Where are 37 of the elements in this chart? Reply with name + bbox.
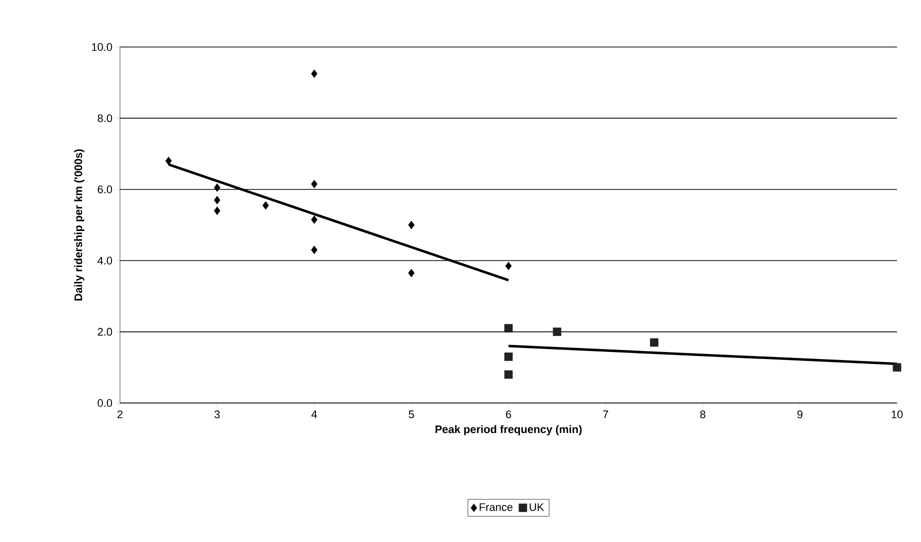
y-tick-label: 6.0 [98,186,112,194]
point [311,180,318,188]
x-tick-label: 4 [311,410,317,418]
point [408,220,415,230]
x-tick-label: 8 [700,410,706,418]
point [262,201,269,210]
point [214,183,220,192]
x-tick-label: 10 [892,410,903,418]
point [505,262,512,270]
x-tick-label: 9 [797,410,802,418]
point [552,328,562,336]
point [504,370,513,379]
y-tick-label: 10.0 [92,43,112,51]
point [214,196,220,204]
y-axis-title: Daily ridership per km ('000s) [74,149,84,300]
y-tick-label: 0.0 [98,399,112,407]
legend-label: UK [530,503,544,511]
point [311,246,318,254]
point [165,156,172,166]
point [311,215,318,224]
x-tick-label: 3 [214,410,220,418]
x-tick-label: 2 [118,410,122,418]
point [504,352,513,361]
x-tick-label: 5 [408,410,414,418]
x-tick-label: 7 [603,410,608,418]
point [214,206,220,215]
point [311,70,318,78]
legend-label: France [480,503,512,511]
point [504,324,513,332]
y-tick-label: 2.0 [98,328,112,336]
x-axis-title: Peak period frequency (min) [436,425,582,436]
x-tick-label: 6 [506,410,512,418]
y-tick-label: 4.0 [98,256,112,264]
point [650,338,658,347]
y-tick-label: 8.0 [98,114,112,122]
point [408,268,415,278]
point [892,363,902,372]
